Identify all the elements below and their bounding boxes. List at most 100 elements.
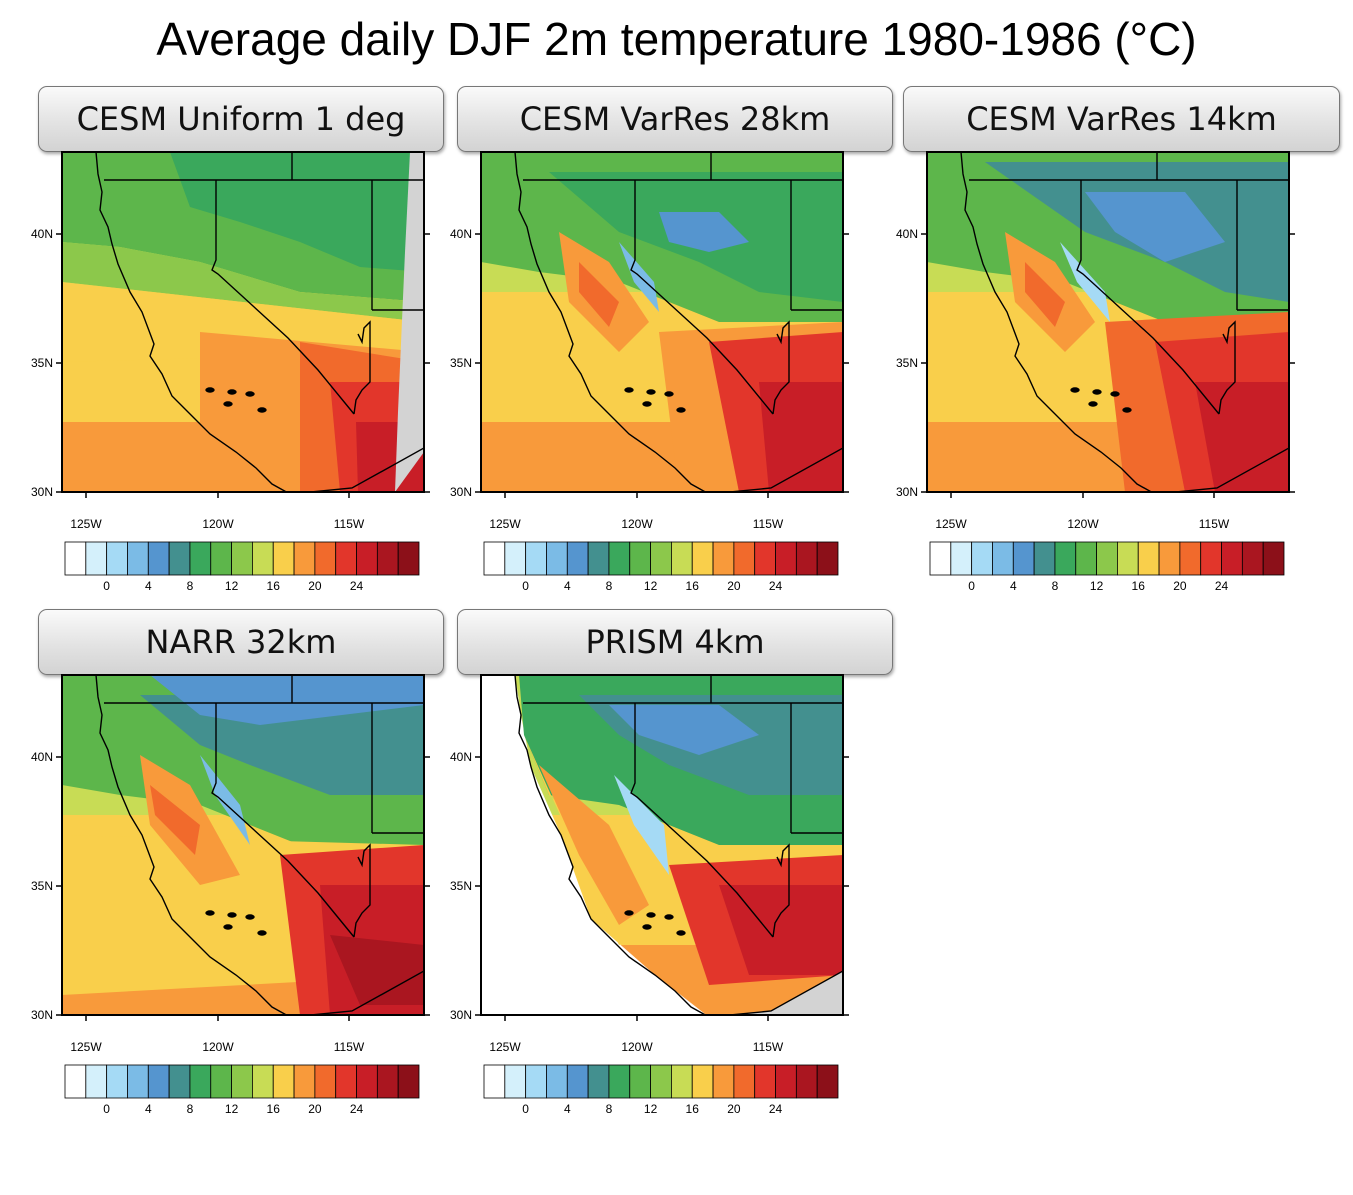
colorbar-swatch <box>795 541 818 576</box>
map-panel-prism-4km: PRISM 4km 40N 35N 30N 125W 120W 115W 0 4 8 12 16 20… <box>450 609 897 1116</box>
colorbar-swatch <box>504 1064 527 1099</box>
map-frame <box>926 151 1290 493</box>
state-boundaries <box>95 675 424 1015</box>
lat-label: 40N <box>450 227 472 241</box>
lat-label: 35N <box>31 879 53 893</box>
colorbar-label: 24 <box>350 1102 364 1116</box>
colorbar-swatch <box>1033 541 1056 576</box>
colorbar-swatch <box>816 1064 839 1099</box>
lat-label: 30N <box>31 1008 53 1022</box>
colorbar-label: 12 <box>225 1102 239 1116</box>
lon-label: 115W <box>753 1040 784 1054</box>
colorbar-label: 4 <box>145 1102 152 1116</box>
colorbar-swatch <box>1262 541 1285 576</box>
colorbar-swatch <box>85 541 108 576</box>
colorbar-swatch <box>356 541 378 576</box>
colorbar-swatch <box>992 541 1014 576</box>
colorbar-swatch <box>483 541 506 576</box>
colorbar-label: 24 <box>769 579 783 593</box>
lon-label: 125W <box>70 1040 102 1054</box>
colorbar-swatch <box>1012 541 1035 576</box>
figure-title: Average daily DJF 2m temperature 1980-19… <box>156 13 1197 65</box>
lon-label: 125W <box>489 1040 521 1054</box>
colorbar-label: 24 <box>769 1102 783 1116</box>
colorbar-label: 0 <box>968 579 975 593</box>
colorbar-swatch <box>64 541 87 576</box>
lon-label: 125W <box>935 517 967 531</box>
colorbar-label: 12 <box>225 579 239 593</box>
lon-label: 120W <box>1067 517 1099 531</box>
map-figure: 40N 35N 30N 125W 120W 115W 0 4 8 12 16 20 24 <box>31 151 430 593</box>
colorbar-label: 16 <box>267 579 281 593</box>
state-boundaries <box>960 152 1289 492</box>
map-figure: 40N 35N 30N 125W 120W 115W 0 4 8 12 16 20 24 <box>31 674 430 1116</box>
colorbar-swatch <box>691 1064 714 1099</box>
colorbar-label: 8 <box>606 579 613 593</box>
colorbar-swatch <box>775 1064 797 1099</box>
map-panel-cesm-varres-28km: CESM VarRes 28km 40N 35N 30N 125W 120W 115W 0 4… <box>450 86 897 593</box>
colorbar-swatch <box>147 541 170 576</box>
lon-label: 115W <box>753 517 784 531</box>
colorbar-swatch <box>546 1064 568 1099</box>
colorbar-swatch <box>754 541 776 576</box>
colorbar-label: 4 <box>1010 579 1017 593</box>
colorbar-swatch <box>775 541 797 576</box>
colorbar-swatch <box>376 541 399 576</box>
colorbar-label: 20 <box>1173 579 1187 593</box>
colorbar-swatch <box>314 541 337 576</box>
colorbar-swatch <box>608 541 631 576</box>
colorbar-swatch <box>1075 541 1097 576</box>
lon-label: 115W <box>334 517 365 531</box>
colorbar-swatch <box>971 541 993 576</box>
colorbar-swatch <box>210 541 232 576</box>
map-panel-narr-32km: NARR 32km 40N 35N 30N 125W 120W 115W 0 4 8 12 16 20… <box>31 609 478 1116</box>
lat-label: 30N <box>31 485 53 499</box>
colorbar-swatch <box>272 1064 295 1099</box>
lat-label: 35N <box>450 879 472 893</box>
lat-label: 40N <box>31 227 53 241</box>
lat-label: 35N <box>450 356 472 370</box>
colorbar-swatch <box>816 541 839 576</box>
colorbar-swatch <box>397 1064 420 1099</box>
colorbar-swatch <box>1054 541 1077 576</box>
colorbar-swatch <box>733 1064 756 1099</box>
map-frame <box>480 151 844 493</box>
colorbar-swatch <box>189 541 212 576</box>
colorbar-label: 0 <box>103 579 110 593</box>
lat-label: 40N <box>31 750 53 764</box>
lat-label: 30N <box>450 485 472 499</box>
lon-label: 120W <box>202 517 234 531</box>
colorbar-swatch <box>397 541 420 576</box>
colorbar-label: 0 <box>522 579 529 593</box>
colorbar-swatch <box>671 1064 693 1099</box>
colorbar-swatch <box>1117 541 1139 576</box>
map-panel-cesm-varres-14km: CESM VarRes 14km 40N 35N 30N 125W 120W 115W 0 4… <box>896 86 1343 593</box>
colorbar-swatch <box>335 1064 357 1099</box>
colorbar: 0 4 8 12 16 20 24 <box>483 1064 839 1116</box>
colorbar-swatch <box>127 541 149 576</box>
map-frame <box>61 674 425 1016</box>
panel-title: NARR 32km <box>38 609 444 675</box>
panel-title: PRISM 4km <box>457 609 893 675</box>
colorbar-swatch <box>147 1064 170 1099</box>
colorbar-swatch <box>127 1064 149 1099</box>
colorbar-swatch <box>929 541 952 576</box>
lon-label: 115W <box>1199 517 1230 531</box>
colorbar-swatch <box>231 1064 253 1099</box>
colorbar-swatch <box>272 541 295 576</box>
colorbar-swatch <box>189 1064 212 1099</box>
temperature-field <box>481 152 843 492</box>
colorbar-swatch <box>168 541 191 576</box>
colorbar-swatch <box>650 541 672 576</box>
colorbar-label: 24 <box>1215 579 1229 593</box>
colorbar-label: 8 <box>187 579 194 593</box>
colorbar: 0 4 8 12 16 20 24 <box>483 541 839 593</box>
colorbar-swatch <box>525 1064 547 1099</box>
colorbar-label: 16 <box>686 1102 700 1116</box>
colorbar-swatch <box>671 541 693 576</box>
lon-label: 125W <box>489 517 521 531</box>
temperature-field <box>62 152 424 492</box>
lat-label: 30N <box>450 1008 472 1022</box>
colorbar-label: 8 <box>1052 579 1059 593</box>
colorbar-label: 4 <box>564 579 571 593</box>
